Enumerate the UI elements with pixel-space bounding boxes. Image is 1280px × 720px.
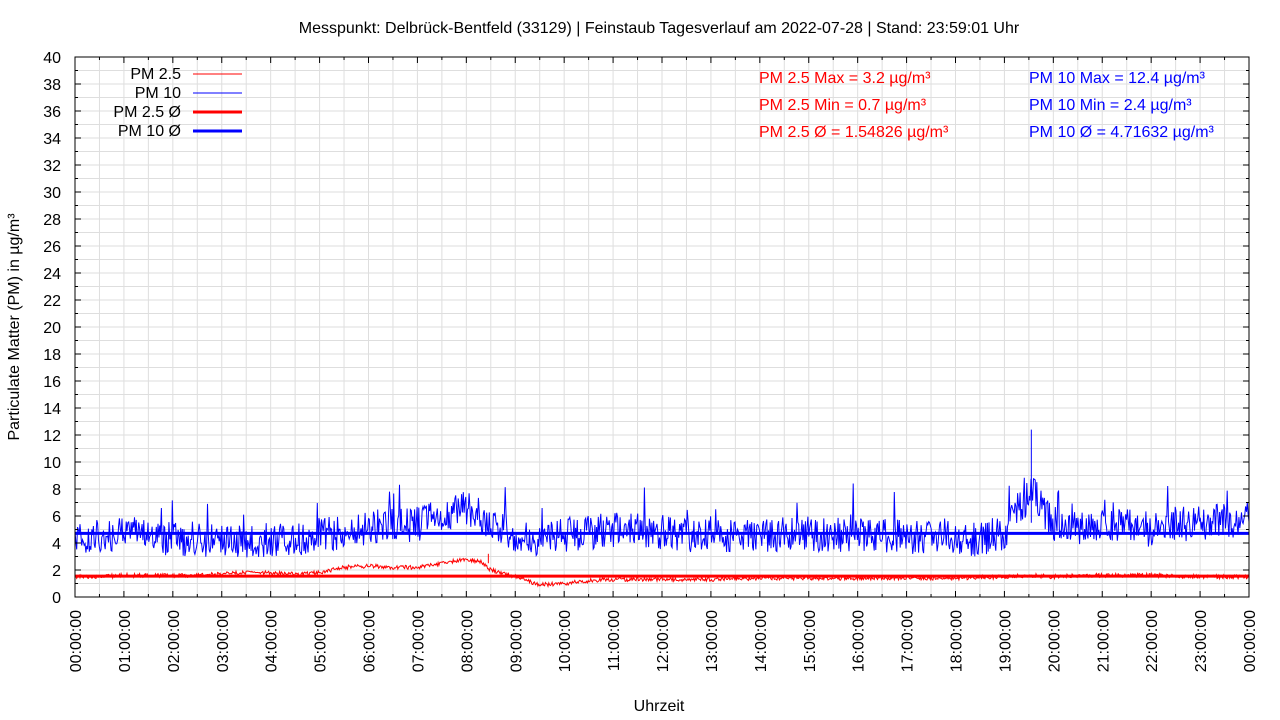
y-tick-label: 14 [43, 401, 61, 418]
x-tick-label: 08:00:00 [459, 610, 476, 672]
legend: PM 2.5 PM 10 PM 2.5 Ø PM 10 Ø [113, 66, 242, 140]
x-tick-label: 17:00:00 [900, 610, 917, 672]
x-tick-label: 04:00:00 [264, 610, 281, 672]
x-tick-label: 02:00:00 [166, 610, 183, 672]
y-tick-label: 22 [43, 293, 61, 310]
x-tick-label: 19:00:00 [997, 610, 1014, 672]
y-tick-label: 32 [43, 158, 61, 175]
stat-pm25-mean: PM 2.5 Ø = 1.54826 µg/m³ [759, 124, 949, 141]
x-tick-label: 23:00:00 [1193, 610, 1210, 672]
y-tick-label: 38 [43, 77, 61, 94]
legend-label-pm25-mean: PM 2.5 Ø [113, 104, 181, 121]
x-tick-label: 10:00:00 [557, 610, 574, 672]
x-tick-label: 06:00:00 [362, 610, 379, 672]
x-tick-label: 00:00:00 [68, 610, 85, 672]
x-tick-label: 07:00:00 [410, 610, 427, 672]
stat-pm10-mean: PM 10 Ø = 4.71632 µg/m³ [1029, 124, 1215, 141]
stat-pm10-max: PM 10 Max = 12.4 µg/m³ [1029, 70, 1206, 87]
y-tick-label: 8 [52, 482, 61, 499]
x-tick-label: 16:00:00 [851, 610, 868, 672]
y-tick-label: 2 [52, 563, 61, 580]
axis-ticks [74, 56, 1250, 598]
x-tick-label: 21:00:00 [1095, 610, 1112, 672]
x-tick-label: 14:00:00 [753, 610, 770, 672]
x-tick-label: 03:00:00 [215, 610, 232, 672]
y-tick-label: 18 [43, 347, 61, 364]
y-tick-label: 6 [52, 509, 61, 526]
x-tick-label: 13:00:00 [704, 610, 721, 672]
x-tick-label: 05:00:00 [313, 610, 330, 672]
grid [74, 56, 1250, 598]
y-tick-label: 34 [43, 131, 61, 148]
y-tick-label: 36 [43, 104, 61, 121]
x-tick-labels: 00:00:00 01:00:00 02:00:00 03:00:00 04:00:00… [68, 610, 1259, 672]
x-tick-label: 12:00:00 [655, 610, 672, 672]
y-axis-label: Particulate Matter (PM) in µg/m³ [6, 213, 23, 441]
chart-title: Messpunkt: Delbrück-Bentfeld (33129) | F… [299, 20, 1020, 37]
x-tick-label: 18:00:00 [949, 610, 966, 672]
x-axis-label: Uhrzeit [634, 698, 685, 715]
y-tick-label: 28 [43, 212, 61, 229]
x-tick-label: 00:00:00 [1242, 610, 1259, 672]
y-tick-label: 24 [43, 266, 61, 283]
series-layer [74, 429, 1250, 589]
x-tick-label: 15:00:00 [802, 610, 819, 672]
y-tick-label: 40 [43, 50, 61, 67]
x-tick-label: 01:00:00 [117, 610, 134, 672]
y-tick-label: 10 [43, 455, 61, 472]
y-tick-label: 20 [43, 320, 61, 337]
x-tick-label: 09:00:00 [508, 610, 525, 672]
legend-label-pm10-mean: PM 10 Ø [118, 123, 181, 140]
y-tick-label: 12 [43, 428, 61, 445]
y-tick-label: 16 [43, 374, 61, 391]
stats-pm10: PM 10 Max = 12.4 µg/m³ PM 10 Min = 2.4 µ… [1029, 70, 1215, 141]
stats-pm25: PM 2.5 Max = 3.2 µg/m³ PM 2.5 Min = 0.7 … [759, 70, 949, 141]
stat-pm25-max: PM 2.5 Max = 3.2 µg/m³ [759, 70, 931, 87]
stat-pm25-min: PM 2.5 Min = 0.7 µg/m³ [759, 97, 927, 114]
y-tick-label: 26 [43, 239, 61, 256]
legend-label-pm10: PM 10 [135, 85, 181, 102]
x-tick-label: 22:00:00 [1144, 610, 1161, 672]
stat-pm10-min: PM 10 Min = 2.4 µg/m³ [1029, 97, 1192, 114]
x-tick-label: 20:00:00 [1046, 610, 1063, 672]
y-tick-label: 4 [52, 536, 61, 553]
y-tick-label: 30 [43, 185, 61, 202]
legend-label-pm25: PM 2.5 [130, 66, 181, 83]
x-tick-label: 11:00:00 [606, 610, 623, 671]
y-tick-label: 0 [52, 590, 61, 607]
